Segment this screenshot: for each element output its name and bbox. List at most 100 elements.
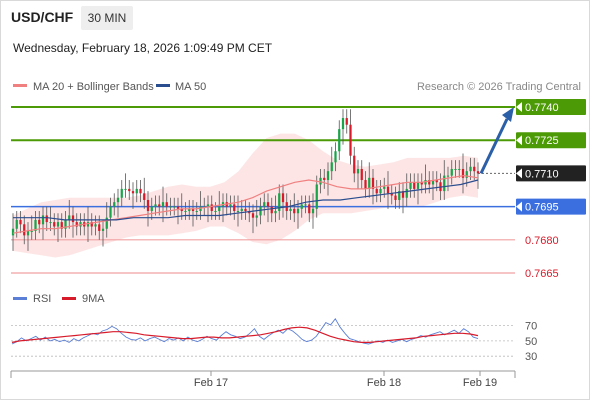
candle-body bbox=[315, 184, 318, 209]
candle-body bbox=[364, 180, 367, 189]
candle-body bbox=[401, 191, 405, 198]
candle-body bbox=[161, 202, 165, 207]
candle-body bbox=[278, 193, 281, 212]
ma50-legend-swatch bbox=[156, 84, 170, 87]
candle-body bbox=[165, 202, 168, 207]
candle-body bbox=[23, 224, 26, 236]
candle-body bbox=[323, 177, 326, 181]
rsi-tick-70: 70 bbox=[525, 321, 537, 333]
candle-body bbox=[109, 206, 112, 218]
forecast-arrow-head bbox=[502, 107, 514, 122]
price-chart: 0.7740 0.7725 0.7710 0.7695 0.7680 0.7665 bbox=[11, 99, 586, 280]
candle-body bbox=[86, 222, 90, 227]
candle-body bbox=[383, 186, 386, 189]
candle-body bbox=[274, 211, 277, 214]
candle-body bbox=[435, 180, 438, 183]
bollinger-band bbox=[13, 133, 478, 258]
level-label-0-7725: 0.7725 bbox=[525, 135, 559, 147]
datetime-label: Wednesday, February 18, 2026 1:09:49 PM … bbox=[13, 41, 273, 55]
candle-body bbox=[64, 219, 67, 229]
level-label-bg-0-7710 bbox=[516, 165, 586, 182]
rsi-line bbox=[11, 317, 479, 345]
candle-body bbox=[293, 208, 296, 214]
candle-body bbox=[143, 193, 146, 200]
candle-body bbox=[75, 222, 78, 227]
candle-body bbox=[413, 182, 416, 189]
candle-body bbox=[304, 204, 307, 206]
x-tick-group: Feb 17 Feb 18 Feb 19 bbox=[194, 371, 497, 389]
candle-body bbox=[30, 230, 33, 232]
candle-body bbox=[240, 208, 243, 212]
candle-body bbox=[98, 224, 101, 231]
candle-body bbox=[443, 175, 446, 192]
level-label-bg-0-7740 bbox=[516, 99, 586, 115]
level-label-notch-0-7710 bbox=[516, 168, 522, 179]
rsi-tick-50: 50 bbox=[525, 336, 537, 348]
credit-label: Research © 2026 Trading Central bbox=[417, 81, 581, 93]
rsi-ma-legend-label: 9MA bbox=[82, 293, 105, 305]
ma20-legend-label: MA 20 + Bollinger Bands bbox=[33, 81, 154, 93]
candle-body bbox=[113, 202, 116, 207]
candle-body bbox=[349, 124, 352, 156]
candle-body bbox=[34, 219, 37, 231]
candle-body bbox=[450, 168, 453, 176]
candle-body bbox=[398, 191, 401, 200]
candle-body bbox=[368, 177, 371, 189]
candle-body bbox=[473, 166, 476, 172]
candle-body bbox=[176, 206, 180, 209]
candle-body bbox=[461, 168, 465, 178]
rsi-tick-30: 30 bbox=[525, 351, 537, 363]
rsi-legend-swatch bbox=[13, 297, 27, 300]
candle-body bbox=[45, 215, 48, 223]
candle-body bbox=[41, 215, 45, 225]
candle-body bbox=[334, 151, 337, 163]
candle-body bbox=[236, 211, 240, 213]
candle-body bbox=[353, 155, 356, 174]
candle-body bbox=[116, 197, 120, 203]
candle-body bbox=[390, 193, 393, 196]
candle-body bbox=[105, 217, 108, 229]
level-label-notch-0-7740 bbox=[516, 102, 522, 112]
symbol-title: USD/CHF bbox=[11, 9, 74, 25]
candle-body bbox=[19, 219, 22, 225]
candle-body bbox=[49, 222, 52, 224]
level-label-0-7665: 0.7665 bbox=[525, 268, 559, 280]
candle-body bbox=[184, 211, 187, 213]
candle-body bbox=[263, 202, 266, 207]
candle-body bbox=[154, 204, 157, 207]
x-tick-label: Feb 17 bbox=[194, 377, 228, 389]
candle-body bbox=[465, 171, 468, 178]
candle-body bbox=[71, 215, 75, 223]
candle-body bbox=[68, 215, 71, 220]
rsi-legend-label: RSI bbox=[33, 293, 51, 305]
level-label-notch-0-7725 bbox=[516, 135, 522, 146]
rsi-ma-legend-swatch bbox=[62, 297, 76, 300]
candle-body bbox=[371, 177, 375, 189]
candle-body bbox=[38, 219, 41, 225]
ma50-legend-label: MA 50 bbox=[175, 81, 206, 93]
candle-body bbox=[90, 222, 93, 227]
level-label-bg-0-7725 bbox=[516, 132, 586, 149]
candle-body bbox=[454, 168, 457, 170]
candle-body bbox=[341, 118, 345, 130]
candle-body bbox=[394, 195, 397, 200]
candle-body bbox=[135, 188, 138, 194]
candle-body bbox=[319, 177, 322, 185]
candle-body bbox=[428, 180, 431, 185]
candle-body bbox=[173, 206, 176, 208]
level-label-0-7695: 0.7695 bbox=[525, 202, 559, 214]
candle-body bbox=[210, 204, 213, 212]
candle-body bbox=[120, 188, 123, 198]
candle-body bbox=[11, 228, 15, 236]
level-label-notch-0-7695 bbox=[516, 201, 522, 212]
candle-body bbox=[124, 188, 127, 190]
candle-body bbox=[356, 168, 360, 174]
candle-body bbox=[180, 208, 183, 212]
forecast-arrow-shaft bbox=[479, 118, 509, 175]
ma20-legend-swatch bbox=[13, 84, 27, 87]
candle-body bbox=[169, 206, 172, 208]
level-label-0-7740: 0.7740 bbox=[525, 102, 559, 114]
candle-body bbox=[158, 204, 161, 207]
candle-body bbox=[266, 202, 270, 207]
timeframe-button[interactable]: 30 MIN bbox=[81, 6, 133, 30]
